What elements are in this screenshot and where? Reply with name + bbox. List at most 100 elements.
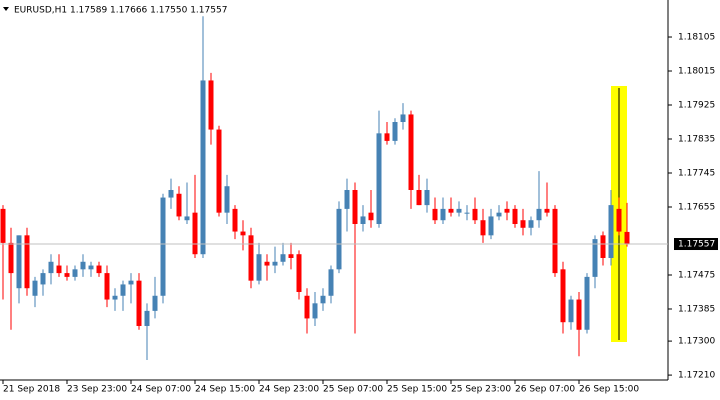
y-tick-label: 1.17475 [678,270,715,280]
candle-body [280,254,286,262]
candle-body [224,186,230,213]
y-tick-label: 1.17385 [678,304,715,314]
candle-body [200,80,206,255]
candle-body [376,133,382,224]
candle-body [160,197,166,296]
y-tick-label: 1.17925 [678,101,715,111]
x-tick-label: 25 Sep 15:00 [387,385,447,395]
candle-body [24,235,30,289]
candle-body [616,208,622,232]
candle-body [592,239,598,277]
candle-body [448,208,454,213]
candle-body [72,269,78,277]
candle-body [120,284,126,296]
candle-body [560,269,566,323]
candle-body [536,208,542,221]
y-tick-label: 1.17300 [678,337,715,347]
candle-body [408,114,414,190]
candle-body [176,193,182,217]
candle-body [312,303,318,319]
x-tick-label: 25 Sep 23:00 [451,385,511,395]
candle-body [368,212,374,221]
y-tick-label: 1.17210 [678,371,715,381]
candle-body [56,265,62,274]
candle-body [320,295,326,304]
candle-body [600,235,606,258]
x-tick-label: 24 Sep 07:00 [131,385,191,395]
candle-body [48,261,54,274]
candle-body [464,212,470,214]
candle-body [248,235,254,281]
candle-body [440,208,446,221]
candle-body [488,216,494,236]
x-tick-label: 26 Sep 07:00 [515,385,575,395]
candle-body [288,254,294,258]
y-tick-label: 1.18015 [678,67,715,77]
x-tick-label: 24 Sep 23:00 [259,385,319,395]
candle-body [256,254,262,281]
candle-body [576,299,582,330]
candle-body [152,295,158,311]
y-tick-label: 1.18105 [678,33,715,43]
candle-body [208,80,214,130]
candle-body [328,269,334,296]
candle-body [360,216,366,224]
candle-body [504,208,510,213]
candle-body [128,280,134,285]
candle-body [384,133,390,141]
candle-body [80,261,86,270]
y-tick-label: 1.17655 [678,202,715,212]
candle-body [352,190,358,224]
x-tick-label: 24 Sep 15:00 [195,385,255,395]
candle-body [424,190,430,206]
candle-body [240,231,246,236]
symbol-arrow [3,7,9,11]
candle-body [392,122,398,141]
candle-body [472,208,478,221]
candle-body [480,220,486,236]
candle-body [96,265,102,274]
candle-body [144,310,150,326]
candle-body [584,276,590,330]
y-tick-label: 1.17835 [678,135,715,145]
x-tick-label: 23 Sep 23:00 [67,385,127,395]
candle-body [112,295,118,300]
x-tick-label: 21 Sep 2018 [3,385,60,395]
candle-body [88,265,94,270]
candle-body [216,129,222,213]
candle-body [272,261,278,266]
candle-body [552,208,558,274]
candle-body [192,212,198,255]
candle-body [608,205,614,258]
x-tick-label: 26 Sep 15:00 [579,385,639,395]
candle-body [264,261,270,266]
candle-body [0,208,6,243]
candle-body [416,190,422,206]
chart-title: EURUSD,H1 1.17589 1.17666 1.17550 1.1755… [14,6,227,16]
candle-body [336,208,342,270]
candle-body [544,208,550,213]
x-tick-label: 25 Sep 07:00 [323,385,383,395]
candle-body [400,114,406,123]
candle-body [296,254,302,292]
candle-body [32,280,38,296]
candle-body [568,299,574,323]
candle-body [512,208,518,224]
candle-body [64,273,70,277]
candle-body [40,273,46,285]
price-label-box [674,238,718,251]
price-label: 1.17557 [678,240,715,250]
candle-body [184,216,190,221]
candle-body [168,190,174,198]
candle-body [456,208,462,213]
candle-body [520,220,526,228]
candle-body [136,280,142,326]
candle-body [432,208,438,221]
candle-body [104,273,110,300]
candle-body [232,208,238,232]
y-tick-label: 1.17745 [678,169,715,179]
candle-body [344,190,350,209]
candle-body [624,231,630,245]
